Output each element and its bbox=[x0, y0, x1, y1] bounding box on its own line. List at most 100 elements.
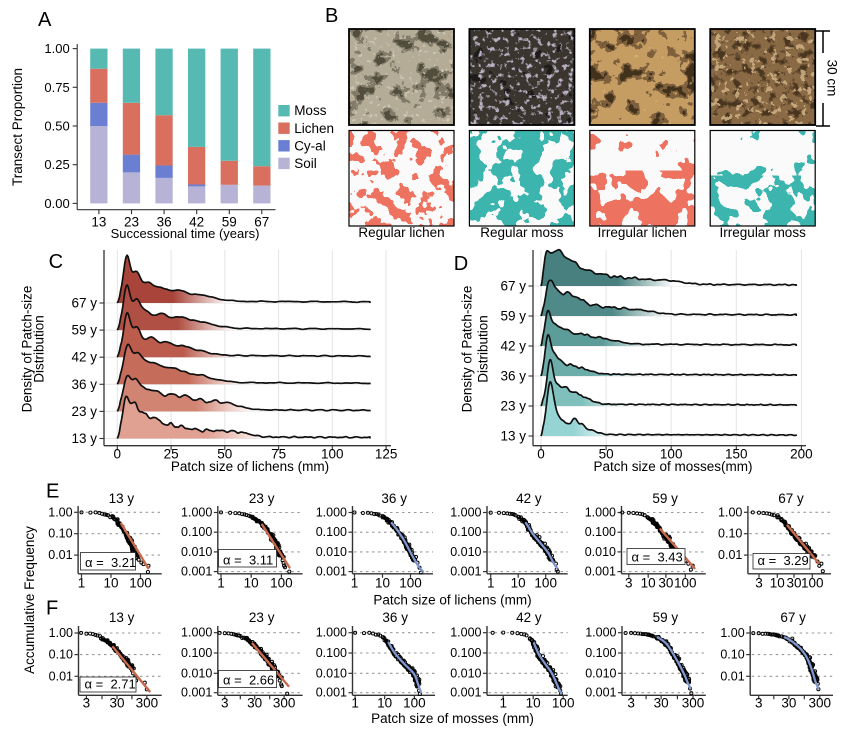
svg-text:0.10: 0.10 bbox=[718, 527, 742, 541]
svg-text:Regular moss: Regular moss bbox=[480, 225, 564, 240]
svg-text:30: 30 bbox=[247, 696, 262, 711]
svg-text:50: 50 bbox=[217, 446, 232, 461]
svg-text:0.010: 0.010 bbox=[450, 666, 481, 680]
svg-text:100: 100 bbox=[801, 576, 824, 591]
svg-text:E: E bbox=[46, 481, 59, 503]
svg-text:Irregular lichen: Irregular lichen bbox=[598, 225, 687, 240]
svg-text:42 y: 42 y bbox=[516, 610, 542, 625]
svg-text:42 y: 42 y bbox=[516, 491, 542, 506]
svg-text:23 y: 23 y bbox=[500, 399, 526, 414]
svg-text:0.010: 0.010 bbox=[585, 666, 616, 680]
svg-text:Density of Patch-size: Density of Patch-size bbox=[20, 286, 35, 413]
svg-text:59 y: 59 y bbox=[71, 323, 97, 338]
svg-text:C: C bbox=[49, 251, 63, 273]
svg-text:36: 36 bbox=[157, 215, 172, 230]
svg-text:13: 13 bbox=[91, 215, 106, 230]
svg-text:100: 100 bbox=[321, 446, 344, 461]
svg-text:0.01: 0.01 bbox=[48, 548, 72, 562]
svg-text:42 y: 42 y bbox=[71, 350, 97, 365]
svg-text:1.00: 1.00 bbox=[720, 626, 744, 640]
svg-text:0.100: 0.100 bbox=[316, 525, 347, 539]
svg-text:D: D bbox=[454, 253, 468, 275]
svg-text:23: 23 bbox=[124, 215, 139, 230]
svg-text:α = 3.29: α = 3.29 bbox=[758, 553, 809, 568]
svg-text:F: F bbox=[46, 598, 58, 620]
svg-text:α = 2.71: α = 2.71 bbox=[85, 677, 136, 692]
svg-text:3: 3 bbox=[625, 576, 633, 591]
svg-text:Lichen: Lichen bbox=[294, 121, 334, 136]
svg-text:10: 10 bbox=[526, 696, 541, 711]
svg-text:0.01: 0.01 bbox=[718, 548, 742, 562]
svg-text:0.010: 0.010 bbox=[316, 545, 347, 559]
svg-text:100: 100 bbox=[534, 576, 557, 591]
svg-text:30 cm: 30 cm bbox=[825, 60, 840, 97]
svg-text:10: 10 bbox=[511, 576, 526, 591]
svg-text:Transect Proportion: Transect Proportion bbox=[10, 68, 25, 186]
svg-text:0.001: 0.001 bbox=[585, 686, 616, 700]
svg-text:13 y: 13 y bbox=[71, 431, 97, 446]
svg-text:1: 1 bbox=[351, 696, 359, 711]
svg-text:10: 10 bbox=[244, 576, 259, 591]
svg-text:0.001: 0.001 bbox=[450, 565, 481, 579]
svg-text:0.10: 0.10 bbox=[720, 648, 744, 662]
svg-text:0.100: 0.100 bbox=[181, 646, 212, 660]
svg-text:67: 67 bbox=[254, 215, 269, 230]
svg-text:1.00: 1.00 bbox=[44, 41, 69, 56]
svg-text:α = 3.21: α = 3.21 bbox=[85, 555, 136, 570]
svg-text:36 y: 36 y bbox=[381, 491, 407, 506]
svg-text:3: 3 bbox=[627, 696, 635, 711]
svg-text:125: 125 bbox=[375, 446, 398, 461]
svg-text:Patch size of mosses(mm): Patch size of mosses(mm) bbox=[593, 459, 752, 474]
svg-text:75: 75 bbox=[271, 446, 286, 461]
svg-text:1.000: 1.000 bbox=[181, 626, 212, 640]
svg-text:1: 1 bbox=[78, 576, 86, 591]
svg-text:1.000: 1.000 bbox=[316, 626, 347, 640]
svg-text:Patch size of mosses (mm): Patch size of mosses (mm) bbox=[371, 711, 534, 726]
svg-text:30: 30 bbox=[786, 576, 801, 591]
svg-text:300: 300 bbox=[809, 696, 832, 711]
svg-text:0.010: 0.010 bbox=[181, 666, 212, 680]
svg-text:1.000: 1.000 bbox=[585, 506, 616, 520]
svg-text:67 y: 67 y bbox=[778, 491, 804, 506]
svg-text:10: 10 bbox=[641, 576, 656, 591]
svg-text:Patch size of lichens (mm): Patch size of lichens (mm) bbox=[373, 593, 531, 608]
svg-text:Irregular moss: Irregular moss bbox=[720, 225, 807, 240]
svg-text:Regular lichen: Regular lichen bbox=[358, 225, 444, 240]
svg-text:Cy-al: Cy-al bbox=[294, 138, 326, 153]
svg-text:Moss: Moss bbox=[294, 103, 327, 118]
svg-text:1: 1 bbox=[499, 696, 507, 711]
svg-text:Soil: Soil bbox=[294, 156, 317, 171]
svg-text:Density of Patch-size: Density of Patch-size bbox=[460, 286, 475, 413]
svg-text:0.50: 0.50 bbox=[44, 119, 69, 134]
svg-text:100: 100 bbox=[660, 446, 683, 461]
svg-text:13 y: 13 y bbox=[109, 491, 135, 506]
svg-text:1.000: 1.000 bbox=[181, 506, 212, 520]
svg-text:1: 1 bbox=[217, 576, 225, 591]
svg-text:0.001: 0.001 bbox=[181, 565, 212, 579]
svg-text:0.100: 0.100 bbox=[181, 525, 212, 539]
svg-text:30: 30 bbox=[654, 696, 669, 711]
svg-text:100: 100 bbox=[674, 576, 697, 591]
svg-text:36 y: 36 y bbox=[382, 610, 408, 625]
svg-text:1: 1 bbox=[351, 576, 359, 591]
svg-text:1.00: 1.00 bbox=[49, 626, 73, 640]
svg-text:1.000: 1.000 bbox=[316, 506, 347, 520]
svg-text:0.25: 0.25 bbox=[44, 157, 69, 172]
svg-text:13 y: 13 y bbox=[109, 610, 135, 625]
svg-text:0.01: 0.01 bbox=[720, 669, 744, 683]
svg-text:0.100: 0.100 bbox=[585, 646, 616, 660]
svg-text:300: 300 bbox=[136, 696, 159, 711]
svg-text:23 y: 23 y bbox=[249, 491, 275, 506]
svg-text:Patch size of lichens (mm): Patch size of lichens (mm) bbox=[171, 459, 329, 474]
svg-text:0.10: 0.10 bbox=[48, 527, 72, 541]
svg-text:1.00: 1.00 bbox=[48, 505, 72, 519]
svg-text:3: 3 bbox=[755, 576, 763, 591]
svg-text:3: 3 bbox=[83, 696, 91, 711]
svg-text:0.100: 0.100 bbox=[585, 525, 616, 539]
svg-text:A: A bbox=[38, 9, 52, 31]
svg-text:10: 10 bbox=[375, 576, 390, 591]
svg-text:10: 10 bbox=[770, 576, 785, 591]
svg-text:150: 150 bbox=[725, 446, 748, 461]
svg-text:0.010: 0.010 bbox=[585, 545, 616, 559]
svg-text:30: 30 bbox=[781, 696, 796, 711]
